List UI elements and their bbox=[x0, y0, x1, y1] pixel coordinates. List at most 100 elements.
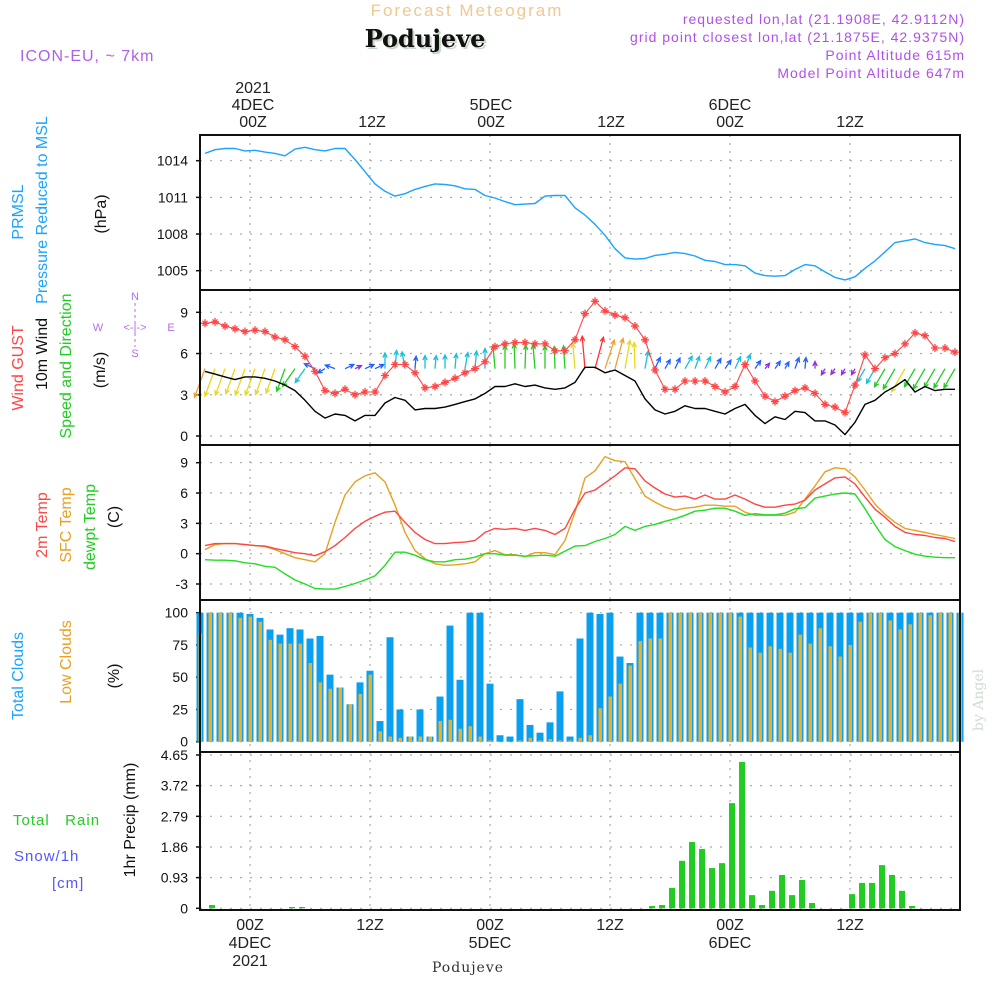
wind-arrow bbox=[374, 363, 386, 370]
wind-arrow bbox=[882, 368, 896, 391]
low-cloud-bar bbox=[268, 639, 272, 742]
low-cloud-bar bbox=[398, 737, 402, 742]
precip-bar bbox=[909, 905, 915, 909]
wind-gust-marker bbox=[931, 344, 939, 353]
wind-gust-marker bbox=[331, 389, 339, 398]
precip-bar bbox=[849, 894, 855, 909]
wind-arrow bbox=[412, 354, 419, 369]
wind-gust-marker bbox=[461, 368, 469, 377]
low-cloud-bar bbox=[708, 612, 712, 742]
precip-y-tick-label: 1.86 bbox=[161, 839, 188, 855]
clouds-y-tick-label: 0 bbox=[180, 734, 188, 750]
low-cloud-bar bbox=[928, 615, 932, 742]
low-cloud-bar bbox=[558, 740, 562, 742]
low-cloud-bar bbox=[428, 736, 432, 742]
low-cloud-bar bbox=[448, 719, 452, 742]
total-cloud-bar bbox=[606, 612, 614, 742]
low-cloud-bar bbox=[538, 740, 542, 742]
precip-bar bbox=[719, 863, 725, 909]
low-cloud-bar bbox=[438, 721, 442, 742]
precip-y-tick-label: 0.93 bbox=[161, 870, 188, 886]
low-cloud-bar bbox=[548, 739, 552, 742]
wind-arrow bbox=[244, 368, 256, 397]
precip-bar bbox=[679, 860, 685, 909]
low-cloud-bar bbox=[388, 736, 392, 742]
total-cloud-bar bbox=[386, 637, 394, 742]
wind-gust-marker bbox=[711, 382, 719, 391]
precip-panel-frame bbox=[199, 751, 961, 911]
wind-arrow bbox=[214, 368, 226, 397]
compass-n: N bbox=[131, 291, 139, 303]
wind-arrow bbox=[594, 335, 605, 369]
wind-y-tick-label: 0 bbox=[180, 428, 188, 444]
wind-arrow bbox=[323, 363, 336, 370]
low-cloud-bar bbox=[808, 643, 812, 742]
bottom-time-label: 12Z bbox=[836, 917, 864, 934]
wind-arrow bbox=[264, 368, 276, 395]
wind-arrow bbox=[294, 368, 306, 384]
wind-arrow bbox=[354, 364, 363, 370]
precip-bar bbox=[779, 875, 785, 909]
total-cloud-bar bbox=[496, 735, 504, 742]
wind-gust-marker bbox=[861, 350, 869, 359]
low-cloud-bar bbox=[278, 643, 282, 742]
low-cloud-bar bbox=[938, 612, 942, 742]
total-cloud-bar bbox=[566, 736, 574, 742]
precip-bar bbox=[689, 842, 695, 909]
precip-bar bbox=[299, 906, 305, 909]
wind-gust-marker bbox=[731, 382, 739, 391]
model-label: ICON-EU, ~ 7km bbox=[20, 48, 154, 65]
wind-gust-marker bbox=[271, 333, 279, 342]
total-rain-label: Total Rain bbox=[13, 812, 100, 829]
low-cloud-bar bbox=[828, 646, 832, 742]
total-cloud-bar bbox=[586, 612, 594, 742]
low-cloud-bar bbox=[368, 674, 372, 742]
wind-gust-marker bbox=[361, 388, 369, 397]
wind-gust-marker bbox=[491, 342, 499, 351]
wind-arrow bbox=[570, 341, 576, 369]
wind-gust-marker bbox=[501, 339, 509, 348]
temperature-y-tick-label: 0 bbox=[180, 546, 188, 562]
wind-gust-marker bbox=[571, 335, 579, 344]
wind-gust-marker bbox=[781, 392, 789, 401]
hpa-label: (hPa) bbox=[93, 194, 110, 233]
compass-w: W bbox=[93, 322, 104, 334]
total-cloud-bar bbox=[486, 683, 494, 742]
chart-marks bbox=[193, 146, 964, 909]
low-cloud-bar bbox=[678, 612, 682, 742]
wind-arrow bbox=[923, 368, 936, 389]
wind-arrow bbox=[865, 368, 876, 385]
wind-arrow bbox=[694, 355, 701, 369]
bottom-day-label: 6DEC bbox=[709, 935, 752, 952]
wind-arrow bbox=[943, 368, 956, 390]
top-time-label: 00Z bbox=[477, 114, 505, 131]
low-cloud-bar bbox=[468, 726, 472, 742]
wind-arrow bbox=[664, 358, 671, 369]
grid-point-coords: grid point closest lon,lat (21.1875E, 42… bbox=[630, 29, 965, 45]
wind-arrow bbox=[764, 362, 771, 370]
temperature-y-tick-label: 9 bbox=[180, 455, 188, 471]
wind-arrow bbox=[502, 343, 508, 369]
wind-gust-marker bbox=[951, 348, 959, 357]
wind-arrow bbox=[830, 368, 836, 376]
wind-arrow bbox=[774, 359, 782, 370]
wind-arrow bbox=[903, 368, 916, 388]
prmsl-label: PRMSL bbox=[10, 184, 27, 239]
wind-gust-marker bbox=[511, 338, 519, 347]
low-cloud-bar bbox=[888, 620, 892, 742]
wind-arrow bbox=[654, 356, 661, 369]
wind-gust-marker bbox=[651, 366, 659, 375]
deg-c-label: (C) bbox=[106, 506, 123, 528]
low-cloud-bar bbox=[948, 612, 952, 742]
low-cloud-bar bbox=[518, 740, 522, 742]
wind-gust-marker bbox=[451, 374, 459, 383]
wind-arrow bbox=[604, 338, 616, 369]
total-cloud-bar bbox=[446, 625, 454, 742]
wind-gust-marker bbox=[481, 357, 489, 366]
compass-e: E bbox=[167, 322, 174, 334]
bottom-year-label: 2021 bbox=[232, 953, 268, 970]
precip-bar bbox=[859, 882, 865, 909]
low-cloud-bar bbox=[348, 704, 352, 742]
precip-bar bbox=[789, 895, 795, 909]
precip-bar bbox=[209, 905, 215, 909]
